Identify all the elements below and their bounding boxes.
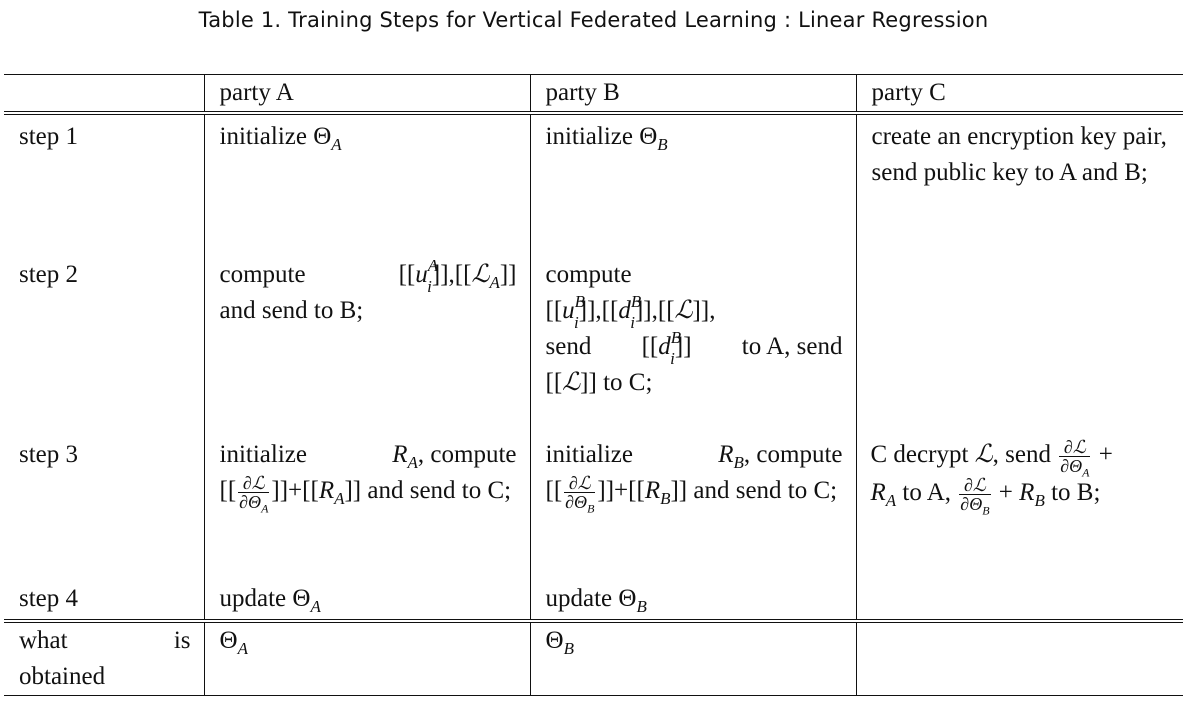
step-1-a-text: initialize xyxy=(219,123,314,150)
fraction-dL-dThetaA: ∂ℒ ∂ΘA xyxy=(238,472,270,516)
step-2-a-send: and send to B; xyxy=(219,297,364,324)
step-4-party-c xyxy=(855,581,1183,623)
step-2-a-compute: compute xyxy=(219,261,306,288)
step-4-b-text: update xyxy=(545,585,619,612)
step-3-a-send: and send to C; xyxy=(367,477,512,504)
step-2-party-c xyxy=(855,257,1183,437)
step-4-a-text: update xyxy=(219,585,293,612)
fraction-dL-dThetaB-c: ∂ℒ ∂ΘB xyxy=(959,474,991,518)
table-row-step-3: step 3 initialize RA, compute [[∂ℒ ∂ΘA]]+[… xyxy=(4,437,1183,581)
training-steps-table: party A party B party C step 1 initializ… xyxy=(4,74,1183,696)
header-party-a: party A xyxy=(203,74,530,115)
result-label-is: is xyxy=(173,627,191,654)
step-3-c-to-b: to B; xyxy=(1051,478,1101,506)
step-1-party-a: initialize ΘA xyxy=(203,113,530,257)
header-party-c: party C xyxy=(855,74,1183,115)
result-label-obtained: obtained xyxy=(19,663,106,690)
step-3-b-compute: , compute xyxy=(743,441,843,468)
fraction-dL-dThetaA-c: ∂ℒ ∂ΘA xyxy=(1059,436,1091,480)
header-party-b: party B xyxy=(529,74,856,115)
step-1-party-c: create an encryption key pair, send publ… xyxy=(855,113,1183,257)
header-empty xyxy=(4,74,204,115)
step-2-b-send: send xyxy=(545,333,592,360)
table-row-step-2: step 2 compute [[uAi]],[[ℒA]] and send to… xyxy=(4,257,1183,437)
step-1-b-text: initialize xyxy=(545,123,640,150)
step-3-b-init: initialize xyxy=(545,441,633,468)
step-3-party-c: C decrypt ℒ, send ∂ℒ ∂ΘA + RA to A, ∂ℒ ∂ΘB… xyxy=(855,436,1183,581)
step-3-a-compute: , compute xyxy=(417,441,517,468)
step-1-label: step 1 xyxy=(19,123,79,150)
result-party-b: ΘB xyxy=(529,621,856,696)
step-3-label: step 3 xyxy=(19,441,79,468)
step-1-party-b: initialize ΘB xyxy=(529,113,856,257)
result-party-a: ΘA xyxy=(203,621,530,696)
result-party-c xyxy=(855,621,1183,696)
step-2-b-to-a: to A, send xyxy=(741,333,843,360)
fraction-dL-dThetaB: ∂ℒ ∂ΘB xyxy=(564,472,596,516)
table-row-step-1: step 1 initialize ΘA initialize ΘB creat… xyxy=(4,113,1183,257)
step-4-party-a: update ΘA xyxy=(203,581,530,623)
step-2-label: step 2 xyxy=(19,261,79,288)
table-caption: Table 1. Training Steps for Vertical Fed… xyxy=(198,8,989,32)
step-2-party-b: compute [[uBi]],[[dBi]],[[ℒ]], send [[dBi… xyxy=(529,257,856,437)
step-3-c-decrypt: C decrypt xyxy=(870,441,969,468)
result-label-what: what xyxy=(19,627,68,654)
step-4-label: step 4 xyxy=(4,581,204,623)
step-2-party-a: compute [[uAi]],[[ℒA]] and send to B; xyxy=(203,257,530,437)
step-3-a-init: initialize xyxy=(219,441,307,468)
table-header-row: party A party B party C xyxy=(4,74,1183,115)
step-3-c-to-a: to A, xyxy=(902,478,952,506)
step-3-party-a: initialize RA, compute [[∂ℒ ∂ΘA]]+[[RA]] a… xyxy=(203,437,530,581)
step-3-c-send: , send xyxy=(992,441,1051,468)
table-row-step-4: step 4 update ΘA update ΘB xyxy=(4,581,1183,623)
step-3-b-send: and send to C; xyxy=(693,477,838,504)
result-label: what is obtained xyxy=(4,621,204,696)
step-4-party-b: update ΘB xyxy=(529,581,856,623)
step-3-party-b: initialize RB, compute [[∂ℒ ∂ΘB]]+[[RB]] a… xyxy=(529,437,856,581)
step-2-b-to-c: to C; xyxy=(603,369,653,396)
table-row-result: what is obtained ΘA ΘB xyxy=(4,621,1183,696)
step-2-b-compute: compute xyxy=(545,261,632,288)
